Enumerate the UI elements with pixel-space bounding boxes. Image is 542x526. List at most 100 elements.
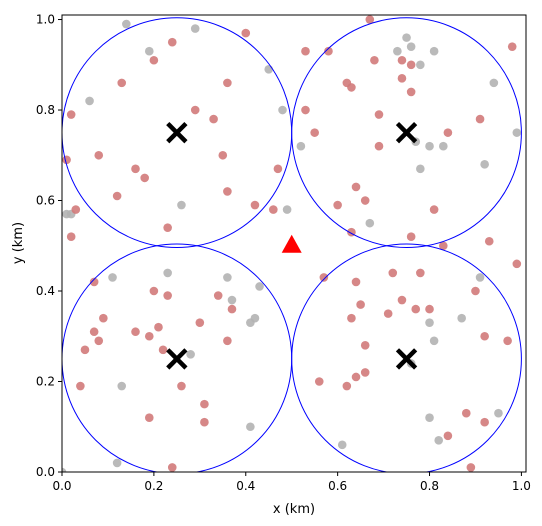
user-point-unserved (434, 436, 444, 445)
user-point-served (443, 128, 453, 137)
user-point-unserved (117, 381, 127, 391)
user-point-served (429, 205, 439, 214)
user-point-unserved (122, 19, 131, 29)
user-point-served (360, 196, 370, 205)
user-point-served (154, 322, 163, 332)
cell-center-marker (395, 121, 418, 144)
user-point-served (406, 87, 416, 97)
user-point-unserved (108, 273, 117, 282)
user-point-unserved (439, 141, 448, 151)
user-point-unserved (278, 105, 287, 115)
markers-layer (166, 121, 418, 370)
user-point-served (149, 286, 159, 296)
user-point-unserved (416, 60, 425, 70)
user-point-served (66, 110, 76, 119)
user-point-served (512, 259, 522, 269)
user-point-unserved (177, 200, 186, 210)
user-point-served (471, 286, 480, 296)
user-point-served (76, 381, 85, 391)
user-point-unserved (512, 128, 522, 137)
user-point-served (351, 182, 361, 192)
y-axis-label: y (km) (11, 222, 26, 264)
user-point-served (397, 55, 407, 65)
user-point-served (167, 37, 177, 47)
user-point-served (71, 205, 81, 214)
user-point-served (406, 60, 416, 70)
user-point-served (425, 304, 434, 314)
user-point-served (144, 413, 154, 423)
ticks-layer: 0.0 0.2 0.4 0.6 0.8 1.0 0.0 0.2 0.4 0.6 0.8 1.0 (36, 13, 531, 493)
user-point-served (480, 417, 489, 427)
user-point-served (241, 28, 251, 38)
user-point-unserved (457, 313, 466, 323)
user-point-served (195, 318, 205, 327)
user-point-unserved (393, 46, 402, 56)
x-tick-label: 1.0 (512, 479, 531, 493)
user-point-unserved (190, 24, 200, 33)
user-point-served (163, 223, 172, 232)
user-point-unserved (296, 141, 306, 151)
user-point-unserved (282, 205, 292, 214)
user-point-served (89, 277, 99, 287)
user-point-served (177, 381, 186, 391)
y-tick-label: 0.2 (36, 375, 55, 389)
user-point-unserved (186, 350, 195, 359)
user-point-unserved (416, 164, 425, 174)
user-point-served (117, 78, 127, 88)
user-point-unserved (494, 408, 503, 418)
user-point-served (351, 277, 361, 287)
y-tick-label: 0.0 (36, 465, 55, 479)
user-point-served (374, 110, 384, 119)
user-point-served (269, 205, 278, 214)
user-point-unserved (425, 141, 434, 151)
user-point-served (131, 164, 140, 174)
user-point-served (223, 187, 232, 196)
base-station-marker (281, 234, 302, 253)
user-point-served (411, 304, 421, 314)
user-point-unserved (429, 46, 439, 56)
user-point-served (439, 241, 448, 251)
user-point-served (200, 399, 209, 409)
user-point-unserved (425, 413, 434, 423)
user-point-served (324, 46, 333, 56)
y-tick-label: 1.0 (36, 13, 55, 27)
user-point-served (227, 304, 237, 314)
user-point-unserved (250, 313, 260, 323)
user-point-unserved (365, 218, 375, 228)
user-point-unserved (112, 458, 122, 468)
user-point-served (503, 336, 512, 346)
user-point-served (144, 331, 154, 341)
user-point-served (443, 431, 453, 441)
x-tick-label: 0.0 (52, 479, 71, 493)
user-point-served (167, 463, 177, 472)
x-axis-label: x (km) (273, 502, 315, 517)
user-point-served (360, 368, 370, 377)
x-tick-label: 0.8 (420, 479, 439, 493)
user-point-served (347, 313, 356, 323)
user-point-served (163, 291, 172, 300)
y-tick-label: 0.4 (36, 284, 55, 298)
user-point-unserved (264, 64, 274, 74)
x-tick-label: 0.2 (144, 479, 163, 493)
user-point-served (397, 295, 407, 305)
user-point-served (342, 381, 352, 391)
user-point-served (360, 341, 370, 350)
user-point-unserved (337, 440, 347, 450)
coverage-circle (291, 17, 522, 248)
user-point-unserved (62, 467, 67, 472)
user-point-unserved (255, 282, 264, 291)
user-point-unserved (227, 295, 237, 305)
coverage-circle (291, 243, 522, 472)
user-point-unserved (144, 46, 154, 56)
user-point-served (209, 114, 218, 124)
user-point-served (149, 55, 159, 65)
user-point-served (351, 372, 361, 382)
user-point-served (484, 236, 494, 246)
user-point-unserved (480, 160, 489, 169)
y-tick-label: 0.8 (36, 103, 55, 117)
user-point-served (94, 336, 104, 346)
cell-center-marker (166, 348, 188, 370)
user-point-served (301, 105, 310, 115)
cell-center-marker (395, 348, 418, 370)
